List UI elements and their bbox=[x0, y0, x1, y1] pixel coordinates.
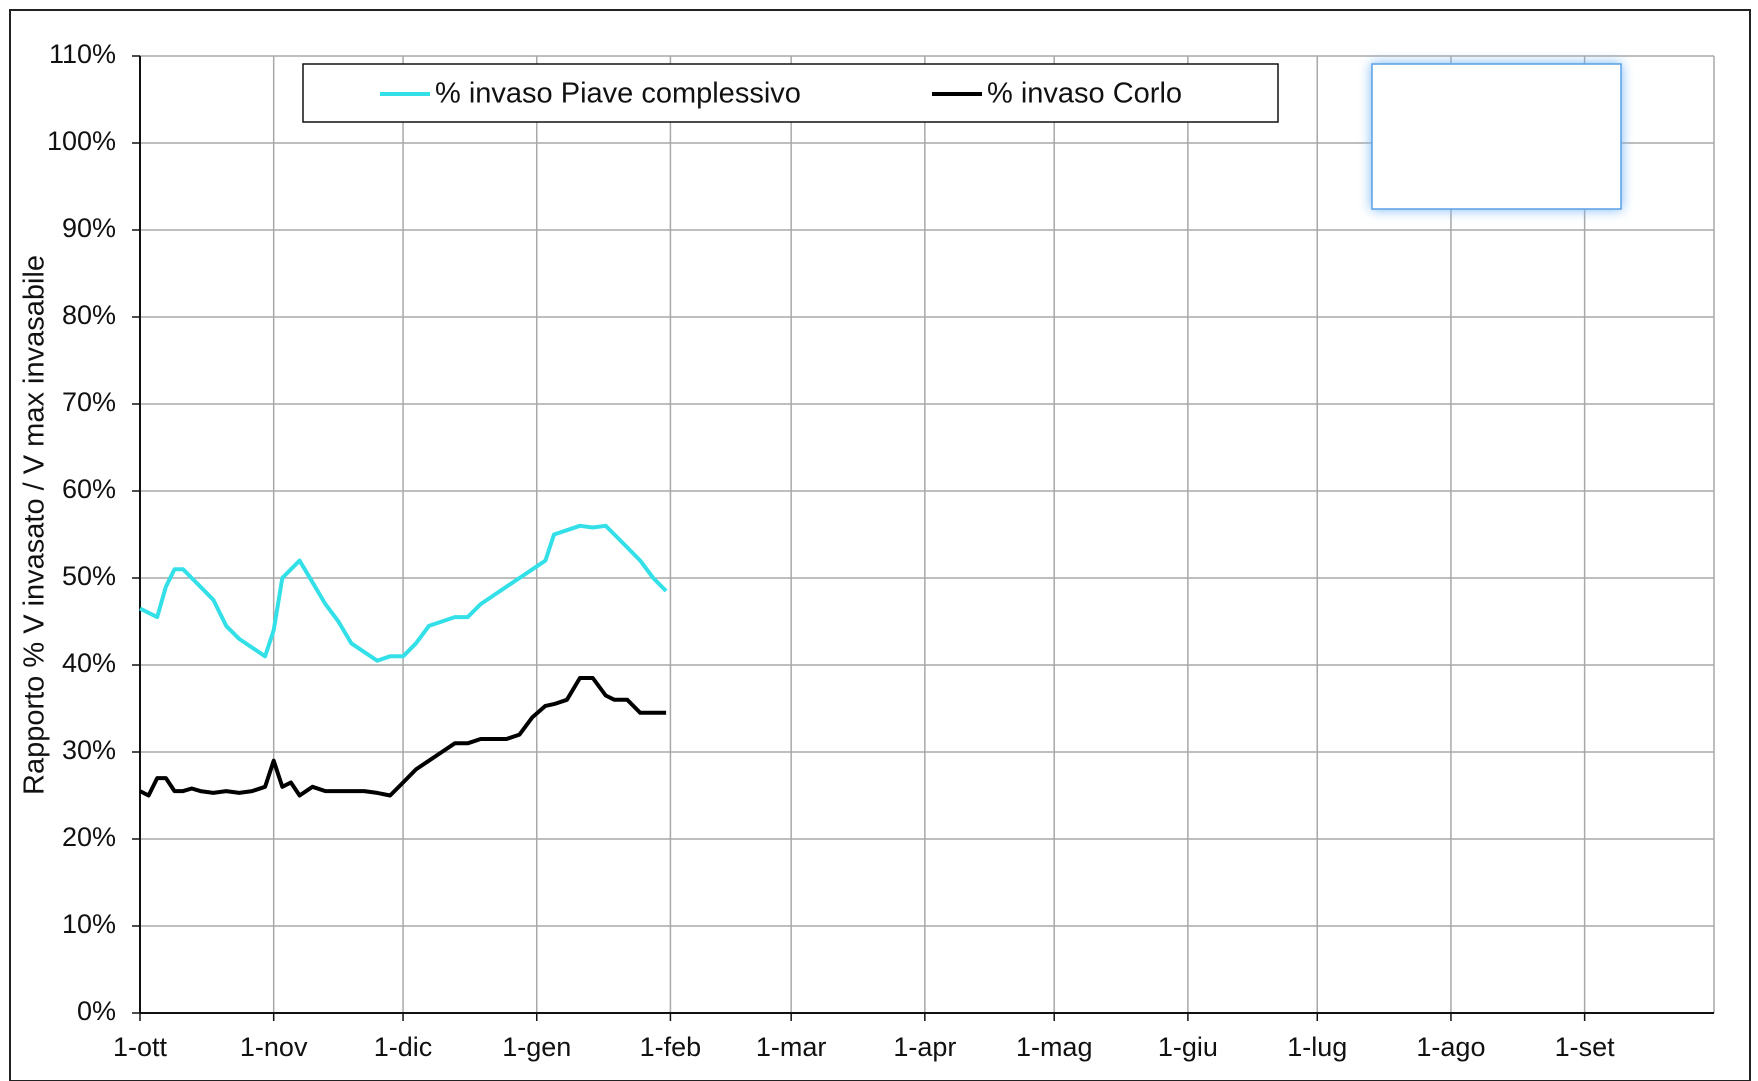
legend bbox=[302, 63, 1279, 123]
x-tick-label: 1-nov bbox=[240, 1032, 308, 1062]
y-tick-label: 0% bbox=[77, 996, 116, 1026]
y-tick-label: 80% bbox=[62, 300, 116, 330]
y-tick-label: 110% bbox=[49, 39, 116, 69]
x-tick-label: 1-feb bbox=[640, 1032, 702, 1062]
grid: 0% 10% 20% 30% 40% 50% 60% 70% 80% 90% 100% 110% 1-o… bbox=[47, 39, 1715, 1062]
x-tick-label: 1-gen bbox=[502, 1032, 571, 1062]
x-tick-label: 1-mag bbox=[1016, 1032, 1093, 1062]
lines bbox=[139, 523, 668, 798]
data-line bbox=[139, 523, 668, 663]
legend-label: % invaso Piave complessivo bbox=[435, 78, 801, 110]
x-tick-label: 1-ago bbox=[1416, 1032, 1485, 1062]
empty-box bbox=[1371, 63, 1622, 210]
y-tick-label: 10% bbox=[62, 909, 116, 939]
y-tick-label: 70% bbox=[62, 387, 116, 417]
y-tick-label: 20% bbox=[62, 822, 116, 852]
legend-label: % invaso Corlo bbox=[987, 78, 1182, 110]
y-tick-label: 60% bbox=[62, 474, 116, 504]
y-tick-label: 40% bbox=[62, 648, 116, 678]
y-axis-label: Rapporto % V invasato / V max invasabile bbox=[19, 255, 51, 795]
y-tick-label: 90% bbox=[62, 213, 116, 243]
x-tick-label: 1-ott bbox=[113, 1032, 168, 1062]
x-tick-label: 1-set bbox=[1555, 1032, 1616, 1062]
legend-entries: % invaso Piave complessivo % invaso Corlo bbox=[380, 78, 1182, 110]
frame bbox=[9, 9, 1751, 1081]
x-tick-label: 1-giu bbox=[1158, 1032, 1218, 1062]
y-tick-label: 30% bbox=[62, 735, 116, 765]
data-line bbox=[139, 676, 667, 798]
x-tick-label: 1-dic bbox=[374, 1032, 433, 1062]
y-tick-label: 50% bbox=[62, 561, 116, 591]
x-tick-label: 1-lug bbox=[1287, 1032, 1347, 1062]
x-tick-label: 1-mar bbox=[756, 1032, 827, 1062]
x-tick-label: 1-apr bbox=[893, 1032, 956, 1062]
y-tick-label: 100% bbox=[47, 126, 116, 156]
